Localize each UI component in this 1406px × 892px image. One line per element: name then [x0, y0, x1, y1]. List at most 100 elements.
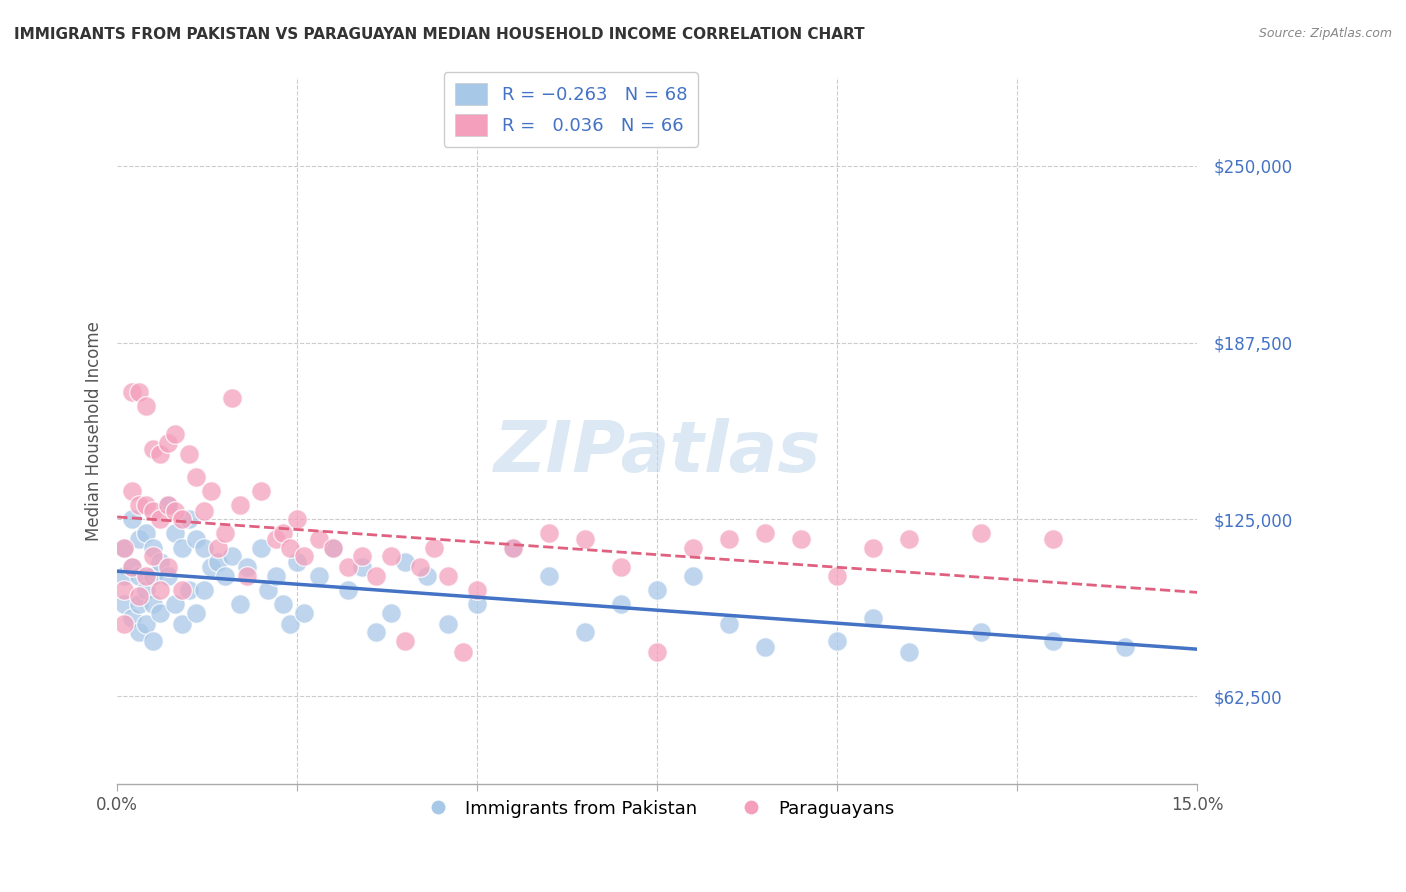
Point: [142, 634, 165, 648]
Point: [538, 526, 561, 541]
Point: [170, 512, 193, 526]
Point: [121, 611, 143, 625]
Point: [645, 645, 668, 659]
Point: [149, 555, 172, 569]
Point: [236, 569, 259, 583]
Point: [149, 582, 172, 597]
Point: [142, 541, 165, 555]
Point: [128, 625, 150, 640]
Point: [350, 549, 373, 563]
Point: [645, 582, 668, 597]
Point: [221, 549, 243, 563]
Point: [156, 569, 179, 583]
Point: [142, 597, 165, 611]
Point: [163, 597, 186, 611]
Point: [121, 512, 143, 526]
Point: [408, 560, 430, 574]
Point: [186, 532, 208, 546]
Point: [271, 597, 294, 611]
Point: [128, 569, 150, 583]
Point: [271, 526, 294, 541]
Point: [308, 532, 330, 546]
Point: [121, 483, 143, 498]
Point: [163, 526, 186, 541]
Point: [149, 447, 172, 461]
Point: [264, 569, 287, 583]
Point: [207, 555, 229, 569]
Point: [394, 555, 416, 569]
Point: [142, 549, 165, 563]
Text: IMMIGRANTS FROM PAKISTAN VS PARAGUAYAN MEDIAN HOUSEHOLD INCOME CORRELATION CHART: IMMIGRANTS FROM PAKISTAN VS PARAGUAYAN M…: [14, 27, 865, 42]
Point: [336, 560, 359, 574]
Point: [135, 526, 157, 541]
Point: [135, 616, 157, 631]
Point: [682, 541, 704, 555]
Text: ZIPatlas: ZIPatlas: [494, 417, 821, 487]
Point: [394, 634, 416, 648]
Point: [380, 549, 402, 563]
Point: [112, 597, 135, 611]
Point: [308, 569, 330, 583]
Point: [128, 589, 150, 603]
Point: [264, 532, 287, 546]
Point: [193, 582, 215, 597]
Point: [538, 569, 561, 583]
Point: [1042, 634, 1064, 648]
Point: [142, 442, 165, 456]
Point: [149, 606, 172, 620]
Point: [128, 498, 150, 512]
Point: [285, 555, 308, 569]
Point: [754, 526, 776, 541]
Point: [149, 512, 172, 526]
Point: [336, 582, 359, 597]
Point: [718, 532, 741, 546]
Point: [754, 640, 776, 654]
Point: [465, 582, 488, 597]
Point: [214, 526, 236, 541]
Point: [278, 541, 301, 555]
Point: [135, 498, 157, 512]
Point: [423, 541, 446, 555]
Point: [156, 436, 179, 450]
Point: [228, 498, 250, 512]
Point: [898, 532, 921, 546]
Point: [156, 560, 179, 574]
Point: [135, 399, 157, 413]
Point: [322, 541, 344, 555]
Point: [121, 560, 143, 574]
Point: [112, 541, 135, 555]
Point: [790, 532, 813, 546]
Point: [156, 498, 179, 512]
Point: [112, 569, 135, 583]
Point: [294, 606, 316, 620]
Point: [862, 541, 884, 555]
Point: [416, 569, 439, 583]
Point: [170, 616, 193, 631]
Point: [236, 560, 259, 574]
Point: [163, 427, 186, 442]
Point: [170, 582, 193, 597]
Point: [221, 391, 243, 405]
Point: [163, 504, 186, 518]
Point: [112, 582, 135, 597]
Point: [285, 512, 308, 526]
Y-axis label: Median Household Income: Median Household Income: [86, 321, 103, 541]
Point: [827, 634, 849, 648]
Point: [200, 483, 222, 498]
Point: [128, 385, 150, 400]
Point: [179, 582, 201, 597]
Point: [380, 606, 402, 620]
Point: [718, 616, 741, 631]
Point: [214, 569, 236, 583]
Point: [142, 569, 165, 583]
Point: [437, 569, 460, 583]
Point: [682, 569, 704, 583]
Point: [128, 597, 150, 611]
Point: [179, 512, 201, 526]
Point: [250, 483, 273, 498]
Point: [610, 560, 633, 574]
Point: [366, 569, 388, 583]
Point: [228, 597, 250, 611]
Point: [200, 560, 222, 574]
Point: [193, 504, 215, 518]
